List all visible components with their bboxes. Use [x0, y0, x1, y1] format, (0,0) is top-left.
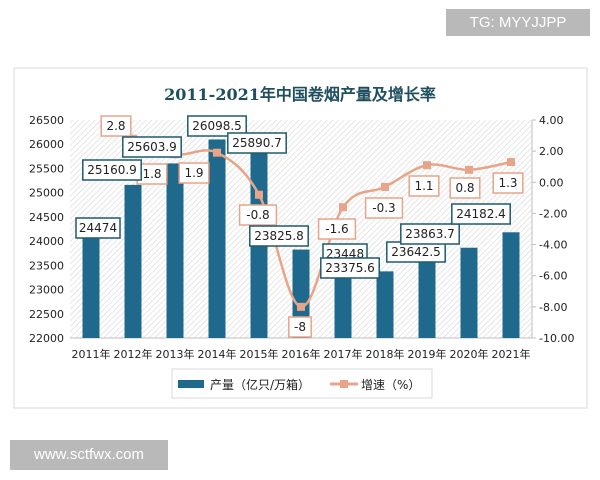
line-data-label: 1.9 [184, 166, 203, 180]
line-data-label: 0.8 [455, 181, 474, 195]
growth-marker [213, 148, 221, 157]
line-data-label-box [178, 162, 210, 184]
left-tick-label: 25500 [29, 162, 64, 175]
bar [124, 184, 142, 338]
growth-marker [465, 165, 473, 174]
bar-data-label-box [227, 132, 287, 154]
bar-data-label-box [82, 159, 142, 181]
right-tick-label: -10.00 [539, 332, 574, 345]
right-tick-label: 4.00 [539, 114, 564, 127]
x-tick-label: 2013年 [156, 347, 195, 361]
right-tick-label: -4.00 [539, 239, 567, 252]
watermark-bottom: www.sctfwx.com [10, 440, 168, 470]
bar [334, 267, 352, 338]
right-tick-label: 2.00 [539, 145, 564, 158]
x-tick-label: 2019年 [408, 347, 447, 361]
line-data-label-box [238, 204, 278, 226]
right-tick-label: -6.00 [539, 270, 567, 283]
bar [460, 247, 478, 338]
watermark-top: TG: MYYJJPP [446, 9, 590, 36]
bar-data-label: 25160.9 [87, 163, 137, 177]
line-data-label: -0.3 [372, 201, 395, 215]
line-data-label: -8 [294, 320, 306, 334]
x-tick-label: 2020年 [450, 347, 489, 361]
legend-line-label: 增速（%） [361, 378, 420, 392]
bar-data-label: 23863.7 [405, 227, 455, 241]
x-tick-label: 2014年 [198, 347, 237, 361]
left-tick-label: 22000 [29, 332, 64, 345]
growth-marker [381, 182, 389, 191]
left-tick-label: 26000 [29, 138, 64, 151]
bar-data-label: 25603.9 [127, 140, 177, 154]
bar [208, 139, 226, 338]
x-tick-label: 2015年 [240, 347, 279, 361]
right-tick-label: -2.00 [539, 207, 567, 220]
legend-bar-swatch [178, 380, 204, 388]
left-tick-label: 26500 [29, 114, 64, 127]
chart-title: 2011-2021年中国卷烟产量及增长率 [164, 85, 436, 104]
bar-data-label-box [451, 203, 511, 225]
bar-data-label-box [75, 217, 121, 239]
left-tick-label: 23000 [29, 284, 64, 297]
x-tick-label: 2012年 [114, 347, 153, 361]
bar-data-label: 23642.5 [391, 245, 441, 259]
line-data-label-box [288, 316, 312, 338]
bar-data-label: 23825.8 [254, 229, 304, 243]
growth-marker [297, 302, 305, 311]
bar-data-label-box [187, 115, 247, 137]
line-data-label-box [317, 218, 357, 240]
bar-data-label-box [122, 136, 182, 158]
bar-data-label: 23375.6 [325, 261, 375, 275]
bar-data-label: 26098.5 [192, 119, 242, 133]
legend: 产量（亿只/万箱） 增速（%） [171, 368, 433, 399]
growth-marker [255, 190, 263, 199]
line-data-label: 1.3 [498, 176, 517, 190]
line-data-label: 1.8 [142, 167, 161, 181]
bar [292, 249, 310, 338]
line-data-label-box [364, 197, 404, 219]
growth-marker [423, 161, 431, 170]
right-tick-label: 0.00 [539, 176, 564, 189]
legend-bar-label: 产量（亿只/万箱） [210, 377, 310, 392]
x-tick-label: 2018年 [366, 347, 405, 361]
bar-data-label: 24474 [79, 221, 117, 235]
left-tick-label: 23500 [29, 259, 64, 272]
line-data-label-box [408, 175, 440, 197]
bar-data-label-box [400, 223, 460, 245]
bar [376, 271, 394, 338]
line-data-label: 2.8 [106, 119, 125, 133]
line-data-label: -0.8 [246, 208, 269, 222]
growth-line [132, 137, 512, 309]
left-tick-label: 25000 [29, 187, 64, 200]
growth-marker [339, 203, 347, 212]
line-data-label: -1.6 [325, 222, 348, 236]
x-tick-label: 2016年 [282, 347, 321, 361]
line-data-label: 1.1 [414, 179, 433, 193]
bar-data-label: 25890.7 [232, 136, 282, 150]
bar-data-label-box [320, 257, 380, 279]
bar [82, 218, 100, 338]
growth-marker [507, 158, 515, 167]
x-tick-label: 2017年 [324, 347, 363, 361]
bar-data-label: 24182.4 [456, 207, 506, 221]
bar [502, 232, 520, 338]
left-tick-label: 24500 [29, 211, 64, 224]
left-tick-label: 22500 [29, 308, 64, 321]
line-data-label-box [100, 115, 132, 137]
line-data-label-box [449, 177, 481, 199]
line-data-label-box [492, 172, 524, 194]
bar-data-label-box [249, 225, 309, 247]
x-tick-label: 2021年 [492, 347, 531, 361]
left-tick-label: 24000 [29, 235, 64, 248]
bar [418, 258, 436, 338]
bar [166, 163, 184, 338]
right-tick-label: -8.00 [539, 301, 567, 314]
x-tick-label: 2011年 [72, 347, 111, 361]
